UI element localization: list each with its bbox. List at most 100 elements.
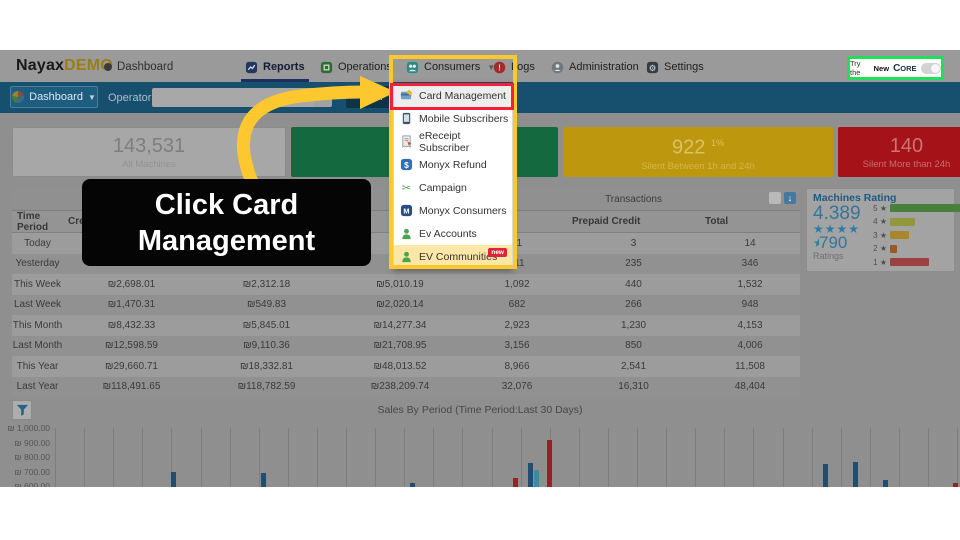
table-cell: ₪8,432.33	[63, 315, 200, 336]
grid-line	[724, 428, 726, 487]
dropdown-item-monyx-consumers[interactable]: M Monyx Consumers	[394, 199, 512, 222]
rating-bar	[890, 204, 960, 212]
time-period-cell: Yesterday	[12, 253, 63, 274]
table-cell: ₪118,782.59	[200, 376, 333, 397]
table-cell: 235	[567, 253, 700, 274]
settings-icon: ⚙	[646, 61, 659, 74]
filter-button[interactable]: Filter	[346, 86, 398, 108]
grid-line	[142, 428, 144, 487]
nav-item-reports[interactable]: Reports	[241, 56, 309, 82]
table-cell: ₪118,491.65	[63, 376, 200, 397]
grid-line	[55, 428, 56, 487]
dropdown-item-ev-communities[interactable]: EV Communities new	[394, 245, 512, 268]
operator-label: Operator	[108, 92, 152, 104]
rating-bar-label: 4 ★	[873, 217, 887, 226]
core-toggle[interactable]	[920, 62, 941, 74]
grid-line	[928, 428, 929, 487]
nav-item-label: Settings	[664, 61, 704, 73]
operator-list-icon[interactable]: ≡	[314, 88, 332, 107]
grid-line	[695, 428, 697, 487]
chart-filter-button[interactable]	[12, 400, 32, 420]
table-cell: 266	[567, 294, 700, 315]
chart-bar	[260, 473, 266, 487]
dashboard-dropdown-button[interactable]: Dashboard ▼	[10, 86, 98, 108]
operator-input[interactable]	[152, 88, 314, 107]
nav-item-logs[interactable]: ! Logs	[493, 56, 535, 78]
column-header[interactable]: Total	[700, 211, 800, 233]
collapse-icon[interactable]	[769, 192, 781, 204]
chart-bar	[512, 478, 518, 487]
dropdown-item-label: Card Management	[419, 89, 506, 102]
dropdown-item-monyx-refund[interactable]: $ Monyx Refund	[394, 153, 512, 176]
breadcrumb: Dashboard	[104, 61, 173, 73]
grid-line	[84, 428, 86, 487]
chevron-down-icon: ▼	[487, 62, 496, 72]
table-cell: ₪1,470.31	[63, 294, 200, 315]
nav-item-administration[interactable]: Administration	[551, 56, 639, 78]
table-cell: ₪14,277.34	[333, 315, 467, 336]
download-icon[interactable]: ↓	[784, 192, 796, 204]
core-word: CORE	[893, 62, 917, 74]
rating-bar-label: 1 ★	[873, 257, 887, 267]
column-header[interactable]: Prepaid Credit	[567, 211, 700, 233]
grid-line	[782, 428, 784, 487]
kpi-card-silent-between-1h-and-24h[interactable]: 922 1% Silent Between 1h and 24h	[563, 127, 833, 177]
rating-bar-label: 5 ★	[873, 203, 887, 213]
grid-line	[258, 428, 260, 487]
administration-icon	[551, 61, 564, 74]
rating-title: Machines Rating	[813, 192, 897, 204]
kpi-label: Silent More than 24h	[862, 158, 951, 170]
machines-rating-panel: Machines Rating 4.389 ★★★★ ★ 790 Ratings …	[806, 188, 960, 272]
dropdown-item-label: Mobile Subscribers	[419, 112, 509, 125]
dropdown-item-mobile-subscribers[interactable]: Mobile Subscribers	[394, 107, 512, 130]
nav-item-consumers[interactable]: Consumers ▼	[406, 56, 495, 78]
nav-item-label: Administration	[569, 61, 639, 73]
table-row: This Month ₪8,432.33 ₪5,845.01 ₪14,277.34 2,…	[12, 315, 800, 336]
core-new: New	[873, 63, 890, 73]
kpi-label: All Machines	[122, 158, 176, 170]
grid-line	[957, 428, 959, 487]
dropdown-item-ereceipt-subscriber[interactable]: eReceipt Subscriber	[394, 130, 512, 154]
table-cell: 4,006	[700, 335, 800, 356]
kpi-label: Silent Between 1h and 24h	[641, 160, 755, 172]
grid-line	[316, 428, 318, 487]
table-cell: ₪2,698.01	[63, 274, 200, 295]
dropdown-item-label: Monyx Refund	[419, 158, 487, 171]
kpi-card-silent-more-than-24h[interactable]: 140 Silent More than 24h	[838, 127, 960, 177]
rating-bar	[890, 258, 930, 266]
dropdown-item-ev-accounts[interactable]: Ev Accounts	[394, 222, 512, 245]
svg-text:!: !	[498, 62, 501, 72]
table-cell: 2,541	[567, 356, 700, 377]
kpi-card-all-machines[interactable]: 143,531 All Machines	[12, 127, 286, 177]
dropdown-item-label: Ev Accounts	[419, 227, 477, 240]
nav-item-operations[interactable]: Operations	[320, 56, 392, 78]
grid-line	[200, 428, 202, 487]
table-row: This Year ₪29,660.71 ₪18,332.81 ₪48,013.52 8…	[12, 356, 800, 377]
svg-text:✂: ✂	[402, 183, 411, 194]
dropdown-item-campaign[interactable]: ✂ Campaign	[394, 176, 512, 199]
y-axis-label: ₪ 700.00	[14, 466, 50, 477]
time-period-cell: This Week	[12, 274, 63, 295]
grid-line	[491, 428, 493, 487]
time-period-cell: Last Year	[12, 376, 63, 397]
chart-bar	[853, 462, 859, 487]
chart-bar	[534, 469, 540, 487]
chart-bar	[822, 464, 828, 487]
svg-text:$: $	[404, 160, 409, 170]
table-cell: 2,923	[467, 315, 567, 336]
table-cell: 3	[567, 233, 700, 254]
dropdown-item-label: Campaign	[419, 181, 467, 194]
grid-line	[840, 428, 842, 487]
dropdown-item-card-management[interactable]: Card Management	[394, 84, 512, 107]
table-cell: ₪2,020.14	[333, 294, 467, 315]
grid-line	[404, 428, 406, 487]
table-cell: ₪29,660.71	[63, 356, 200, 377]
table-cell: ₪549.83	[200, 294, 333, 315]
column-header[interactable]: Time Period	[12, 211, 63, 233]
ereceipt-subscriber-icon	[400, 135, 413, 148]
table-cell: 8,966	[467, 356, 567, 377]
nav-item-settings[interactable]: ⚙ Settings	[646, 56, 704, 78]
rating-bar	[890, 217, 916, 226]
monyx-consumers-icon: M	[400, 204, 413, 217]
kpi-value: 143,531	[112, 134, 186, 157]
